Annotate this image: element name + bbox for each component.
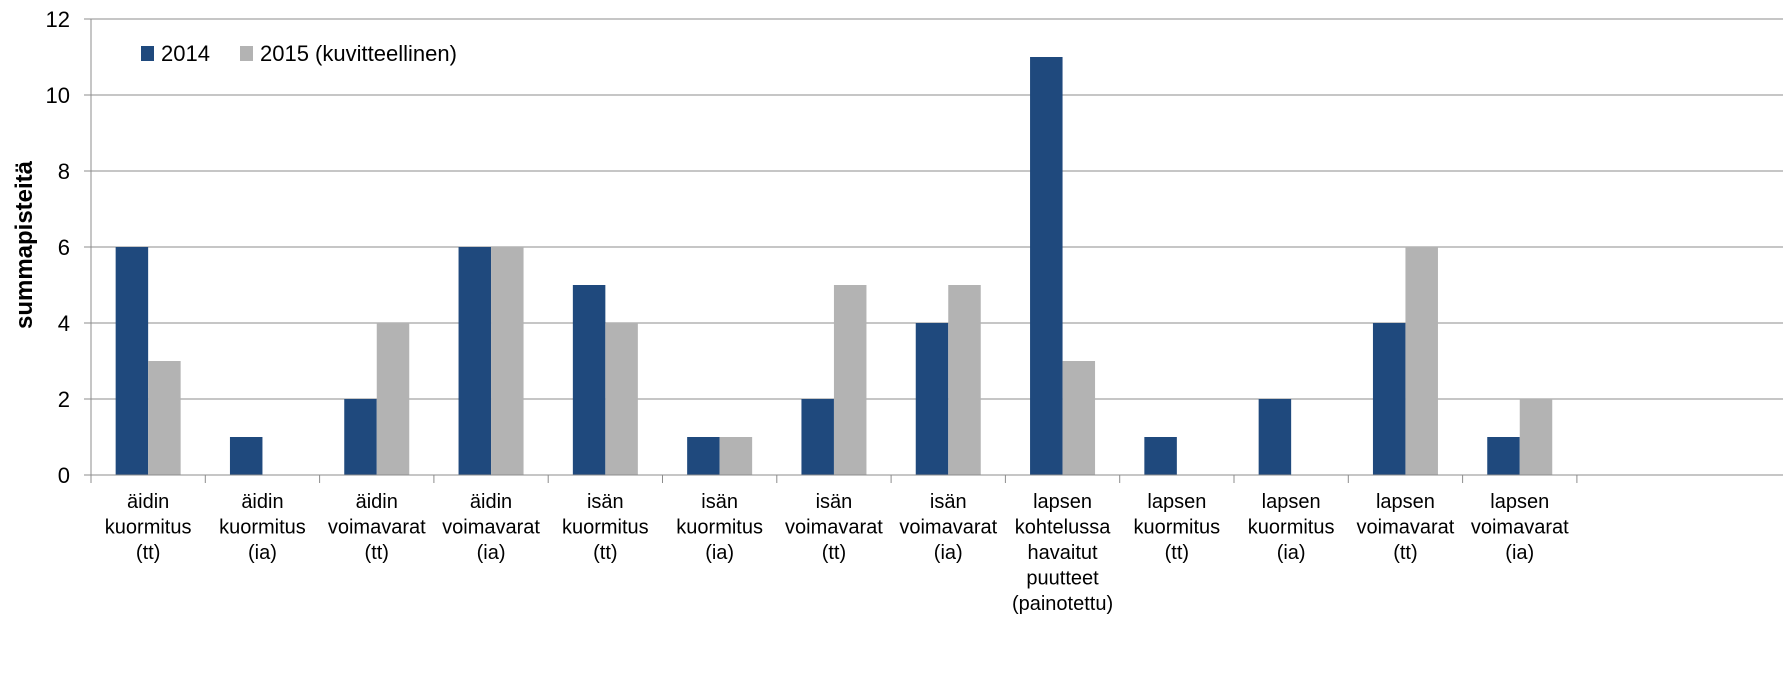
bar-2015-6 xyxy=(833,285,867,475)
x-tick-label-line: lapsen xyxy=(1033,491,1092,513)
y-tick-label: 10 xyxy=(46,83,70,108)
x-tick-label-line: (ia) xyxy=(705,542,734,564)
y-tick-label: 8 xyxy=(58,159,70,184)
x-tick-label-line: äidin xyxy=(470,491,512,513)
bar-2014-9 xyxy=(1144,437,1177,475)
bar-2014-6 xyxy=(801,399,834,475)
x-tick-label-line: (tt) xyxy=(593,542,617,564)
y-tick-label: 6 xyxy=(58,235,70,260)
bar-2015-0 xyxy=(148,361,181,475)
bar-2014-8 xyxy=(1030,57,1063,475)
x-tick-label: lapsen kohtelussa havaitut puutteet (painote… xyxy=(1012,491,1113,615)
x-tick-label-line: isän xyxy=(587,491,624,513)
bar-2014-10 xyxy=(1258,399,1292,475)
axes xyxy=(84,18,1783,483)
x-tick-label: lapsen kuormitus (ia) xyxy=(1248,491,1335,564)
x-tick-label: lapsen voimavarat (ia) xyxy=(1471,491,1569,564)
y-tick-label: 4 xyxy=(58,311,70,336)
x-tick-label: isän kuormitus (ia) xyxy=(676,491,763,564)
x-tick-label-line: (ia) xyxy=(1505,542,1534,564)
x-tick-label-line: lapsen xyxy=(1490,491,1549,513)
x-tick-label-line: lapsen xyxy=(1376,491,1435,513)
x-tick-label-line: isän xyxy=(930,491,967,513)
bar-2014-5 xyxy=(687,437,720,475)
legend-label: 2014 xyxy=(161,41,210,66)
grid-lines xyxy=(91,18,1783,400)
bar-2014-3 xyxy=(458,247,492,475)
x-tick-label-line: äidin xyxy=(356,491,398,513)
bar-2015-7 xyxy=(948,285,981,475)
legend-item-0: 2014 xyxy=(141,41,210,66)
bar-2014-1 xyxy=(229,437,263,475)
bars xyxy=(115,57,1553,475)
y-tick-label: 0 xyxy=(58,463,70,488)
x-tick-label-line: kohtelussa xyxy=(1015,517,1111,539)
x-tick-label-line: isän xyxy=(701,491,738,513)
x-tick-label-line: voimavarat xyxy=(1471,517,1569,539)
x-tick-label: äidin voimavarat (tt) xyxy=(328,491,426,564)
x-tick-label-line: lapsen xyxy=(1147,491,1206,513)
x-tick-label: isän kuormitus (tt) xyxy=(562,491,649,564)
x-tick-label-line: (tt) xyxy=(365,542,389,564)
x-tick-label-line: kuormitus xyxy=(676,517,763,539)
x-tick-label-line: kuormitus xyxy=(562,517,649,539)
x-tick-label-line: voimavarat xyxy=(1357,517,1455,539)
bar-2015-11 xyxy=(1405,247,1438,475)
legend-swatch xyxy=(141,46,154,61)
y-tick-label: 12 xyxy=(46,7,70,32)
x-tick-label-line: (painotettu) xyxy=(1012,593,1113,615)
x-tick-label-line: (ia) xyxy=(477,542,506,564)
x-tick-label-line: (ia) xyxy=(248,542,277,564)
y-axis-label: summapisteitä xyxy=(11,160,38,329)
x-tick-label-line: äidin xyxy=(241,491,283,513)
legend: 2014 2015 (kuvitteellinen) xyxy=(141,41,457,66)
x-tick-label-line: (ia) xyxy=(934,542,963,564)
bar-2015-12 xyxy=(1519,399,1553,475)
x-tick-label-line: voimavarat xyxy=(328,517,426,539)
x-tick-label-line: voimavarat xyxy=(785,517,883,539)
x-tick-label: isän voimavarat (tt) xyxy=(785,491,883,564)
x-tick-label-line: (tt) xyxy=(822,542,846,564)
x-tick-label-line: (ia) xyxy=(1277,542,1306,564)
x-tick-label-line: (tt) xyxy=(136,542,160,564)
x-tick-label-line: voimavarat xyxy=(442,517,540,539)
x-tick-label-line: puutteet xyxy=(1026,568,1099,590)
bar-2014-0 xyxy=(115,247,149,475)
x-tick-label-line: voimavarat xyxy=(899,517,997,539)
x-tick-label: lapsen voimavarat (tt) xyxy=(1357,491,1455,564)
bar-2014-12 xyxy=(1487,437,1520,475)
x-tick-label: äidin kuormitus (ia) xyxy=(219,491,306,564)
x-tick-labels: äidin kuormitus (tt)äidin kuormitus (ia)äidi… xyxy=(105,491,1569,615)
bar-2014-4 xyxy=(572,285,606,475)
x-tick-label: lapsen kuormitus (tt) xyxy=(1133,491,1220,564)
bar-2014-2 xyxy=(344,399,377,475)
legend-item-1: 2015 (kuvitteellinen) xyxy=(240,41,457,66)
x-tick-label-line: (tt) xyxy=(1393,542,1417,564)
y-tick-labels: 0 2 4 6 8 10 12 xyxy=(46,7,70,488)
bar-2015-5 xyxy=(719,437,753,475)
x-tick-label-line: kuormitus xyxy=(219,517,306,539)
bar-2014-7 xyxy=(915,323,949,475)
x-tick-label-line: (tt) xyxy=(1165,542,1189,564)
bar-2015-4 xyxy=(605,323,638,475)
x-tick-label-line: kuormitus xyxy=(1248,517,1335,539)
bar-2015-8 xyxy=(1062,361,1096,475)
legend-label: 2015 (kuvitteellinen) xyxy=(260,41,457,66)
x-tick-label-line: isän xyxy=(816,491,853,513)
x-tick-label-line: havaitut xyxy=(1028,542,1098,564)
x-tick-label-line: kuormitus xyxy=(105,517,192,539)
x-tick-label-line: kuormitus xyxy=(1133,517,1220,539)
bar-2015-3 xyxy=(491,247,524,475)
x-tick-label: isän voimavarat (ia) xyxy=(899,491,997,564)
x-tick-label-line: äidin xyxy=(127,491,169,513)
x-tick-label: äidin voimavarat (ia) xyxy=(442,491,540,564)
legend-swatch xyxy=(240,46,253,61)
x-tick-label: äidin kuormitus (tt) xyxy=(105,491,192,564)
bar-2014-11 xyxy=(1372,323,1406,475)
y-tick-label: 2 xyxy=(58,387,70,412)
x-tick-label-line: lapsen xyxy=(1262,491,1321,513)
bar-2015-2 xyxy=(376,323,410,475)
